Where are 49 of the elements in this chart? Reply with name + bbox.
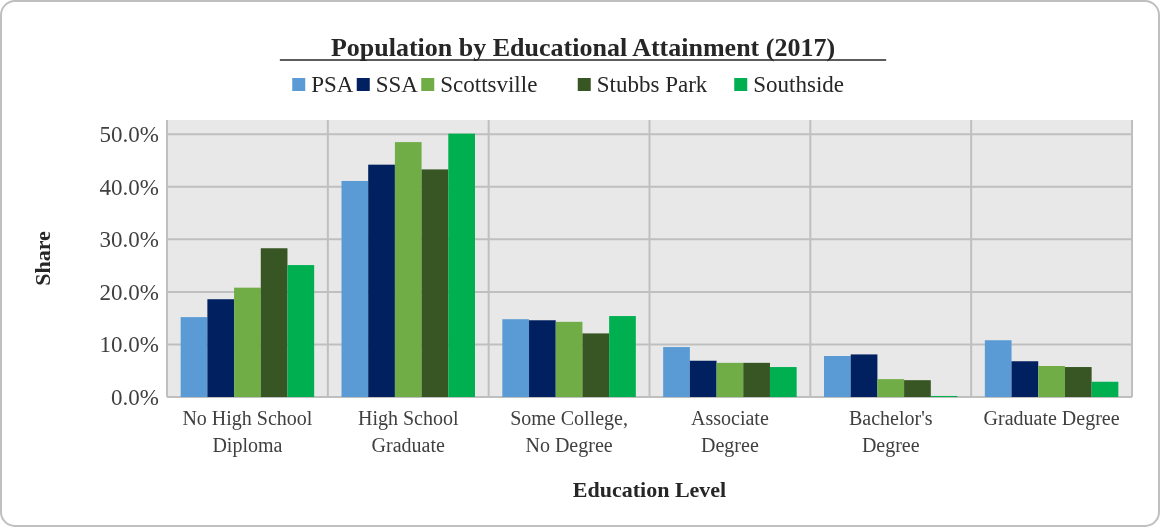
bar: [287, 265, 315, 397]
y-axis-title: Share: [30, 230, 55, 286]
bar: [180, 317, 208, 397]
y-tick-label: 30.0%: [99, 227, 159, 253]
bar: [394, 142, 422, 397]
bar: [421, 169, 449, 397]
bar: [769, 367, 797, 397]
bar: [1091, 381, 1119, 397]
x-tick-label: Bachelor's Degree: [848, 407, 933, 457]
bar: [368, 164, 395, 397]
bar: [743, 362, 770, 397]
x-tick-label: Some College, No Degree: [510, 407, 628, 457]
bar: [1011, 361, 1039, 397]
y-tick-label: 50.0%: [99, 122, 159, 148]
bar: [234, 287, 261, 397]
x-tick-label: No High School Diploma: [182, 407, 313, 457]
legend-label: Scottsville: [440, 72, 538, 97]
bar: [716, 362, 744, 397]
bar: [904, 380, 931, 397]
x-tick-label: Graduate Degree: [983, 407, 1120, 430]
bar: [341, 180, 369, 397]
bar: [1064, 367, 1092, 397]
bar: [663, 347, 690, 397]
legend-label: PSA: [311, 72, 354, 97]
x-axis-title: Education Level: [572, 477, 727, 502]
y-tick-label: 40.0%: [99, 174, 159, 200]
legend-label: Stubbs Park: [596, 72, 708, 97]
legend-label: Southside: [753, 72, 844, 97]
bar: [609, 316, 636, 397]
bar: [502, 319, 530, 397]
bar: [689, 360, 717, 397]
bar: [260, 248, 288, 397]
y-tick-label: 10.0%: [99, 332, 159, 358]
bar: [582, 333, 610, 397]
bar: [555, 321, 583, 397]
bar: [207, 299, 235, 397]
x-tick-label: High School Graduate: [357, 407, 459, 456]
bar: [850, 354, 878, 397]
bar: [877, 379, 905, 397]
bar: [448, 133, 475, 397]
y-tick-label: 0.0%: [111, 385, 159, 410]
bar: [529, 320, 556, 397]
legend-label: SSA: [375, 72, 419, 97]
bar: [824, 356, 851, 397]
bar: [984, 340, 1012, 397]
bar: [1038, 365, 1065, 397]
chart-title: Population by Educational Attainment (2017): [330, 33, 836, 62]
y-tick-label: 20.0%: [99, 279, 159, 305]
x-tick-label: Associate Degree: [691, 407, 769, 457]
